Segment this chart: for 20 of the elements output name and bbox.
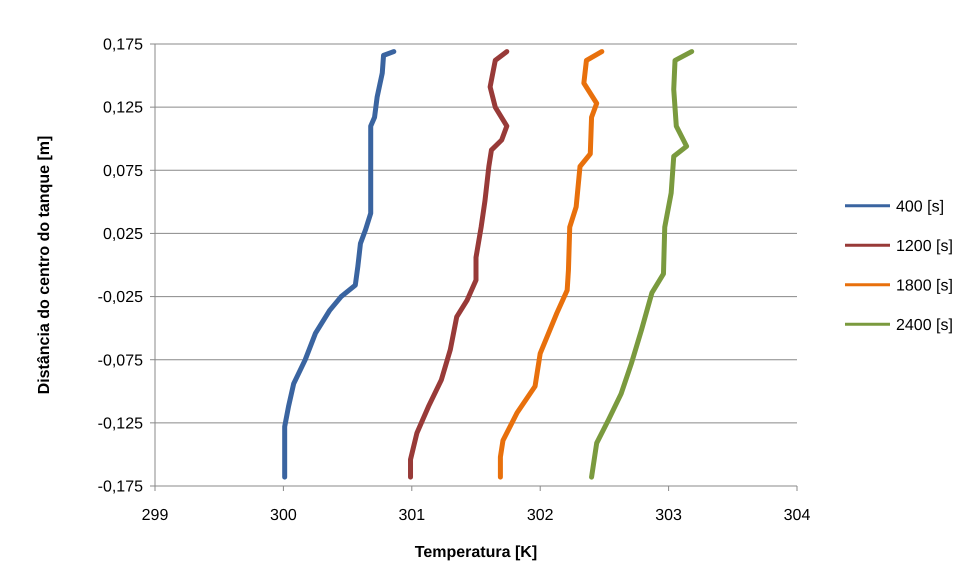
x-tick-label: 303 [655,507,682,524]
legend-label: 1800 [s] [896,277,953,294]
legend-label: 400 [s] [896,198,944,216]
y-tick-label: 0,175 [102,36,144,54]
x-tick-label: 299 [142,507,168,524]
y-tick-label: 0,025 [102,226,144,244]
y-tick-label: 0,075 [102,162,144,180]
legend-label: 2400 [s] [896,316,953,334]
y-tick-label: -0,175 [98,478,144,496]
x-tick-label: 301 [398,507,426,524]
x-tick-label: 300 [270,507,297,524]
y-tick-label: -0,025 [98,289,144,306]
legend-label: 1200 [s] [896,238,953,255]
x-tick-label: 304 [784,507,810,524]
y-axis-title: Distância do centro do tanque [m] [36,136,53,394]
y-tick-label: 0,125 [102,100,144,117]
y-tick-label: -0,075 [98,352,144,370]
y-tick-label: -0,125 [98,415,144,432]
x-axis-title: Temperatura [K] [414,544,538,561]
x-tick-label: 302 [526,507,554,524]
